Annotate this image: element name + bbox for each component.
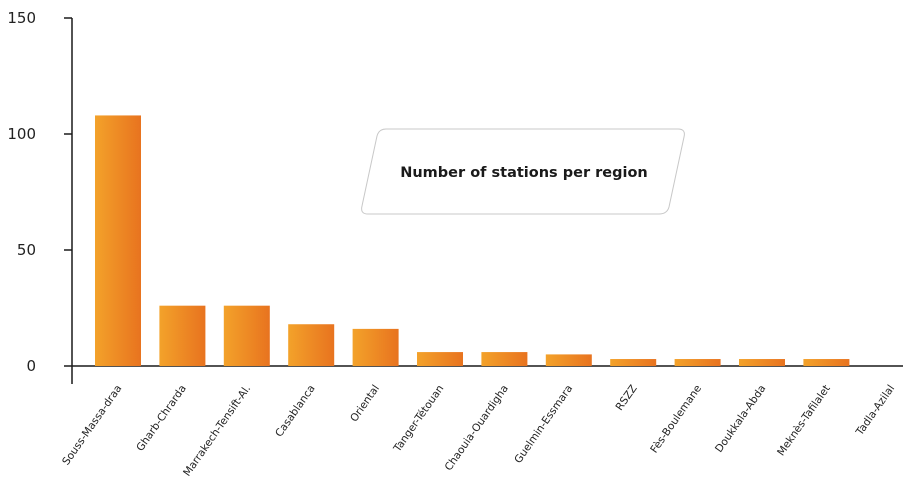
bar xyxy=(288,324,335,366)
bar xyxy=(481,352,528,366)
x-category-label: Fès-Boulemane xyxy=(648,383,704,456)
x-category-label: Tanger-Tétouan xyxy=(391,383,447,455)
x-category-label: Tadla-Azilal xyxy=(853,383,897,439)
bar xyxy=(352,328,399,366)
y-tick-label: 0 xyxy=(26,357,36,375)
annotation-box xyxy=(361,128,685,215)
y-axis-ticks: 0 50 100 150 xyxy=(7,9,72,375)
bar xyxy=(223,305,270,366)
y-tick-label: 100 xyxy=(7,125,36,143)
y-tick-label: 50 xyxy=(17,241,36,259)
x-category-label: Gharb-Chrarda xyxy=(134,383,189,454)
bar xyxy=(159,305,206,366)
x-category-label: RSZZ xyxy=(614,383,640,413)
x-category-label: Chaouia-Ouardigha xyxy=(443,383,511,473)
annotation-text: Number of stations per region xyxy=(400,165,648,181)
bar xyxy=(739,359,785,366)
bar-series xyxy=(95,115,850,366)
y-tick-label: 150 xyxy=(7,9,36,27)
bar xyxy=(610,359,657,366)
x-category-label: Doukkala-Abda xyxy=(713,383,768,455)
x-category-label: Meknès-Tafilalet xyxy=(775,383,833,458)
bar xyxy=(674,359,721,366)
x-axis-labels: Souss-Massa-draa Gharb-ChrardaMarrakech-T… xyxy=(60,383,897,479)
bar xyxy=(417,352,463,366)
x-category-label: Casablanca xyxy=(273,383,318,439)
x-category-label: Oriental xyxy=(348,383,382,424)
bar xyxy=(545,354,592,366)
chart-annotation-callout: Number of stations per region xyxy=(361,128,685,215)
bar xyxy=(95,115,141,366)
bar xyxy=(803,359,850,366)
x-category-label: Marrakech-Tensift-Al. xyxy=(181,383,253,479)
x-category-label: Guelmin-Essmara xyxy=(512,383,575,466)
x-category-label: Souss-Massa-draa xyxy=(60,383,124,468)
